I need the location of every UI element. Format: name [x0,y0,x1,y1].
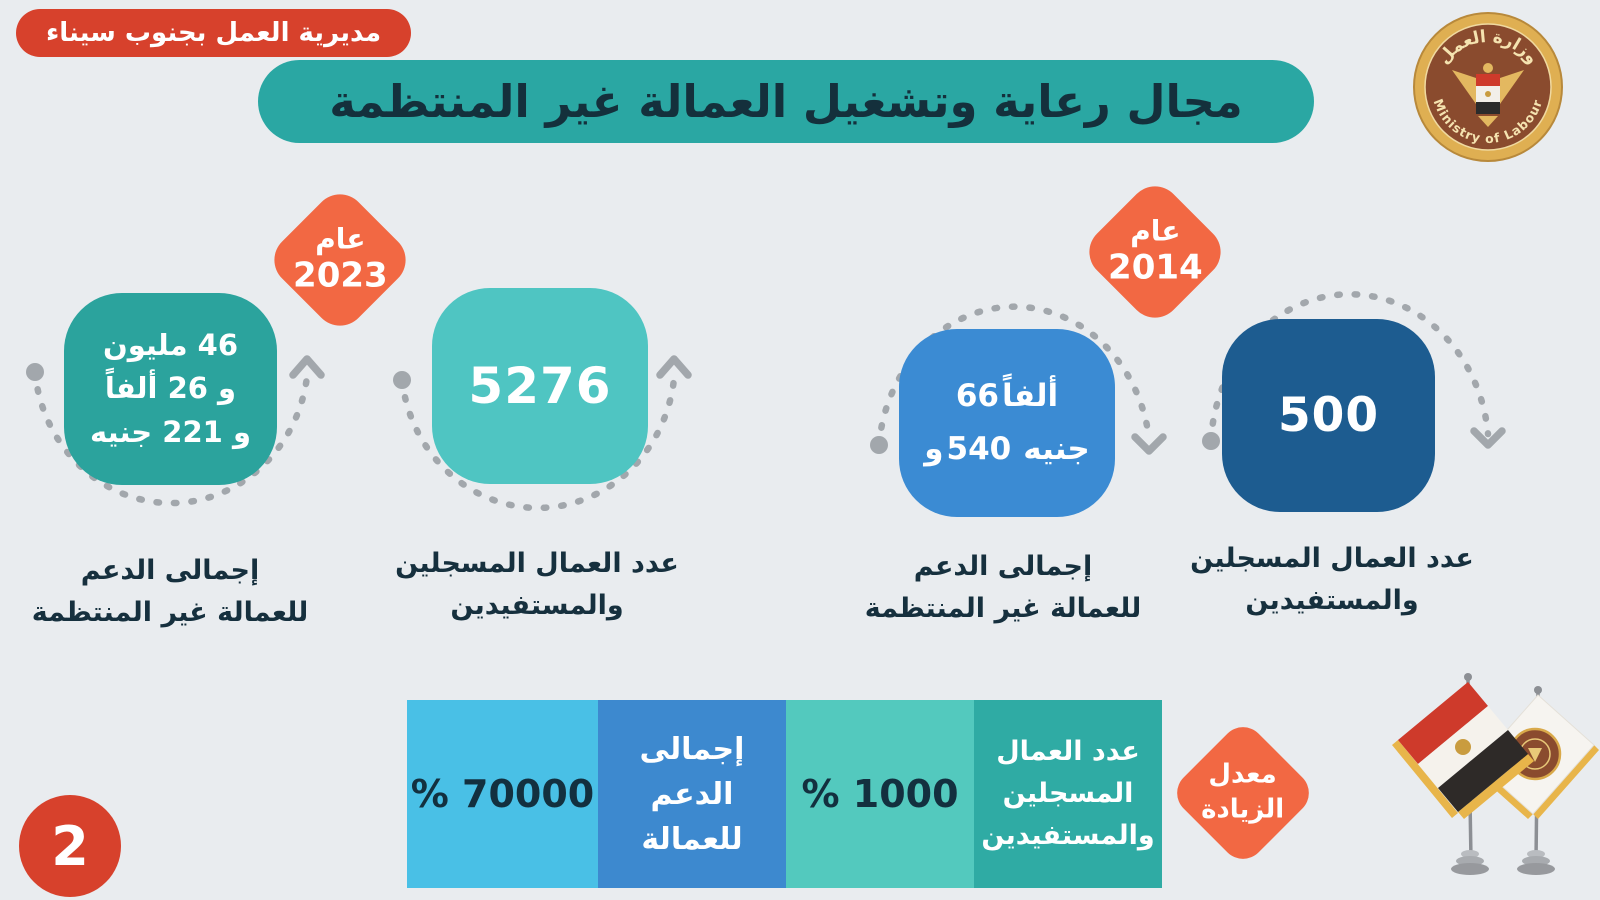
support-2023-line: 46 مليون [102,327,239,362]
year-2014-value: 2014 [1107,246,1203,287]
arc-dot [393,371,411,389]
page-number-badge: 2 [19,795,121,897]
support-2023-line: و 221 جنيه [90,414,251,449]
support-2014-label: إجمالى الدعم للعمالة غير المنتظمة [864,551,1142,624]
year-2014-diamond: عام 2014 [1078,175,1232,329]
workers-2014-value: 500 [1277,388,1380,443]
arrow-up-icon [289,355,325,379]
increase-rate-table: % 70000 إجمالى الدعم للعمالة % 1000 عدد … [407,700,1162,888]
support-2023-label: إجمالى الدعم للعمالة غير المنتظمة [31,555,309,628]
increase-rate-diamond: معدل الزيادة [1168,718,1318,868]
arrow-up-icon [656,355,692,379]
support-increase-value-cell: % 70000 [407,700,598,888]
egypt-flag-icon [1392,682,1534,819]
arc-dot [26,363,44,381]
page-number: 2 [51,814,89,878]
pole-knob [1464,673,1472,681]
page-title: مجال رعاية وتشغيل العمالة غير المنتظمة [258,60,1314,143]
workers-2014-card: 500 [1222,319,1435,512]
support-2023-card: 46 مليون و 26 ألفاً و 221 جنيه [64,293,277,485]
directorate-badge: مديرية العمل بجنوب سيناء [16,9,412,57]
support-2023-line: و 26 ألفاً [104,371,237,406]
workers-2023-value: 5276 [468,357,612,415]
page-title-text: مجال رعاية وتشغيل العمالة غير المنتظمة [329,75,1243,128]
support-2014-card: 66 ألفاً و 540 جنيه [899,329,1115,517]
year-2023-diamond: عام 2023 [263,183,417,337]
workers-increase-header-cell: عدد العمال المسجلين والمستفيدين [974,700,1162,888]
flag-stands [1451,850,1555,875]
eagle-emblem-icon [1452,63,1524,127]
arrow-down-icon [1131,433,1167,455]
arrow-down-icon [1470,427,1506,449]
workers-2023-label: عدد العمال المسجلين والمستفيدين [395,548,679,621]
desk-flags [1392,673,1599,875]
workers-increase-value-cell: % 1000 [786,700,974,888]
workers-2023-card: 5276 [432,288,648,484]
year-2023-value: 2023 [292,254,388,295]
workers-2014-label: عدد العمال المسجلين والمستفيدين [1190,543,1474,616]
support-increase-header-cell: إجمالى الدعم للعمالة [598,700,786,888]
ministry-logo: وزارة العمل Ministry of Labour [1413,12,1563,162]
year-2023-prefix: عام [314,222,366,256]
arc-dot [870,436,888,454]
arc-dot [1202,432,1220,450]
pole-knob [1534,686,1542,694]
directorate-badge-label: مديرية العمل بجنوب سيناء [46,18,382,48]
year-2014-prefix: عام [1129,214,1181,248]
